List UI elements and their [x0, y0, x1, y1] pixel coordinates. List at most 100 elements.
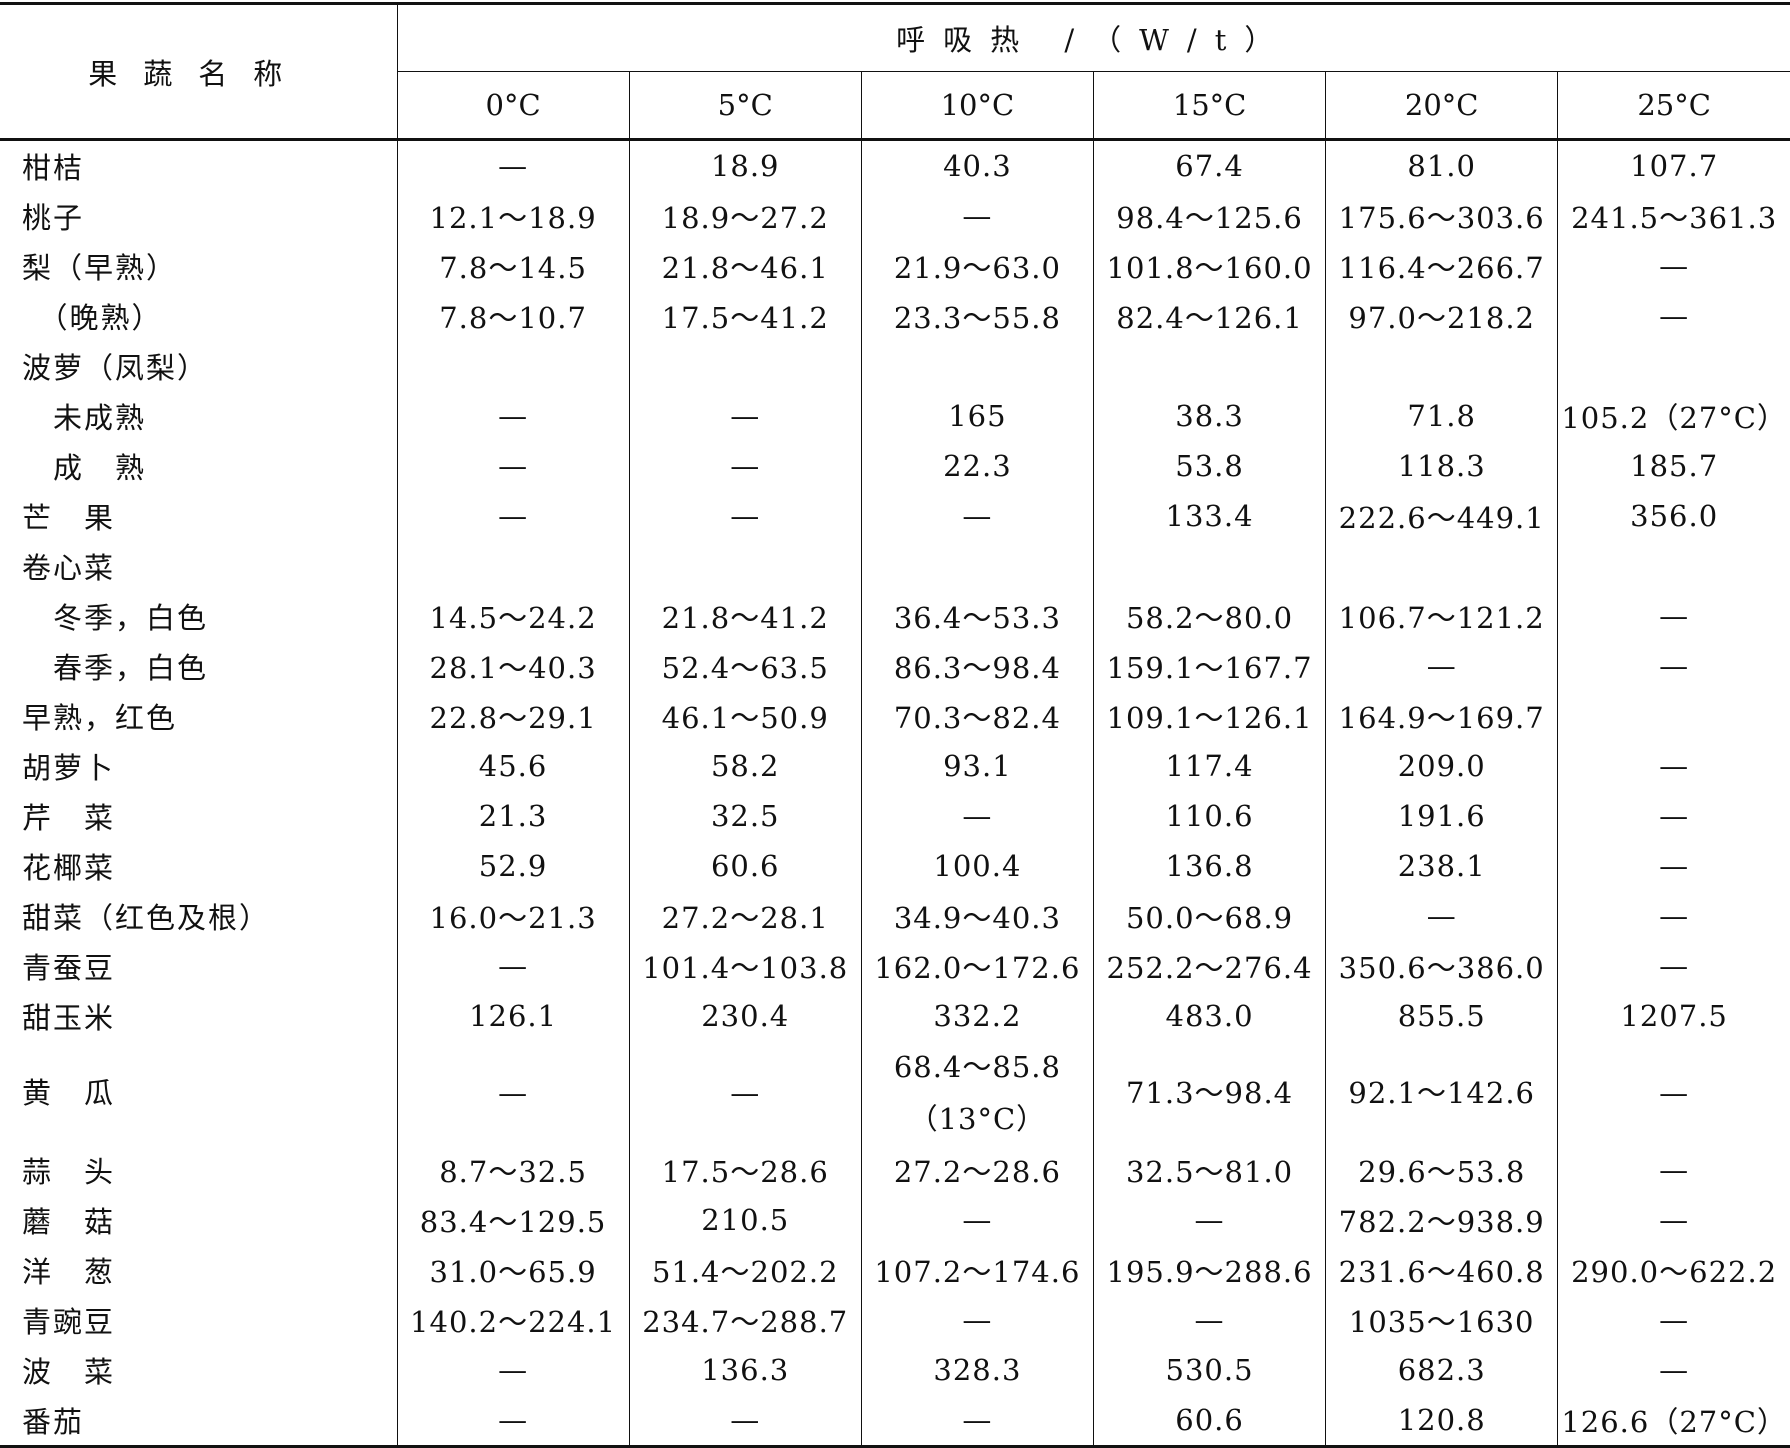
- table-row: 甜菜（红色及根） 16.0～21.3 27.2～28.1 34.9～40.3 50.0～…: [0, 891, 1790, 941]
- produce-name-cell: 蒜 头: [0, 1145, 398, 1195]
- produce-name-cell: 桃子: [0, 191, 398, 241]
- heat-value-cell: 682.3: [1325, 1345, 1559, 1395]
- heat-value-cell: 50.0～68.9: [1093, 891, 1327, 941]
- respiration-heat-header: 呼吸热 /（W/t）: [397, 3, 1790, 72]
- header-row-2: 0°C 5°C 10°C 15°C 20°C 25°C: [0, 71, 1790, 141]
- produce-name-cell: （晚熟）: [0, 291, 398, 341]
- produce-name-cell: 梨（早熟）: [0, 241, 398, 291]
- heat-value-cell: 117.4: [1093, 741, 1327, 791]
- header-row-1: 果蔬名称 呼吸热 /（W/t）: [0, 3, 1790, 141]
- heat-value-cell: 1207.5: [1620, 999, 1728, 1033]
- heat-value-cell: 222.6～449.1: [1325, 491, 1559, 541]
- heat-value-cell: 29.6～53.8: [1325, 1145, 1559, 1195]
- heat-value-cell: 185.7: [1630, 449, 1719, 483]
- heat-value-cell: —: [1659, 899, 1690, 933]
- produce-name-cell: 芒 果: [0, 491, 398, 541]
- temp-header-0: 0°C: [397, 71, 630, 141]
- table-row: 波萝（凤梨）: [0, 341, 1790, 391]
- heat-value-cell: 350.6～386.0: [1325, 941, 1559, 991]
- heat-value-cell: —: [629, 391, 862, 441]
- temp-header-20: 20°C: [1325, 71, 1559, 141]
- table-row: 番茄 — — —60.6 120.8 126.6（27°C）: [0, 1395, 1790, 1447]
- heat-value-cell: 209.0: [1325, 741, 1559, 791]
- heat-value-cell: 105.2（27°C）: [1561, 401, 1787, 435]
- heat-value-cell: 8.7～32.5: [397, 1145, 630, 1195]
- heat-value-cell: —: [629, 441, 862, 491]
- heat-value-cell: [397, 541, 630, 591]
- heat-value-cell: 60.6: [1093, 1395, 1327, 1447]
- heat-value-cell: 86.3～98.4: [861, 641, 1094, 691]
- table-row: 桃子 12.1～18.9 18.9～27.2—98.4～125.6 175.6～303…: [0, 191, 1790, 241]
- heat-value-cell: 32.5～81.0: [1093, 1145, 1327, 1195]
- heat-value-cell: —: [1659, 949, 1690, 983]
- heat-value-cell: 110.6: [1093, 791, 1327, 841]
- heat-value-cell: —: [397, 1345, 630, 1395]
- heat-value-cell: —: [1659, 1353, 1690, 1387]
- produce-name-cell: 成 熟: [0, 441, 398, 491]
- heat-value-cell: 51.4～202.2: [629, 1245, 862, 1295]
- table-row: 成 熟 — —22.3 53.8 118.3 185.7: [0, 441, 1790, 491]
- heat-value-cell: 16.0～21.3: [397, 891, 630, 941]
- heat-value-cell: 23.3～55.8: [861, 291, 1094, 341]
- heat-value-cell: [1325, 341, 1559, 391]
- heat-value-cell: —: [1659, 299, 1690, 333]
- heat-value-cell: —: [1659, 1303, 1690, 1337]
- heat-value-cell: 109.1～126.1: [1093, 691, 1327, 741]
- heat-value-cell: 100.4: [861, 841, 1094, 891]
- heat-value-cell: 97.0～218.2: [1325, 291, 1559, 341]
- temp-header-25: 25°C: [1557, 71, 1790, 141]
- produce-name-cell: 青豌豆: [0, 1295, 398, 1345]
- heat-value-cell: 81.0: [1325, 139, 1559, 191]
- heat-value-cell: 483.0: [1093, 991, 1327, 1041]
- table-row: 蒜 头 8.7～32.5 17.5～28.6 27.2～28.6 32.5～81.0 29…: [0, 1145, 1790, 1195]
- heat-value-cell: 68.4～85.8 （13°C）: [861, 1041, 1094, 1145]
- heat-value-cell: 106.7～121.2: [1325, 591, 1559, 641]
- heat-value-cell: 53.8: [1093, 441, 1327, 491]
- produce-name-cell: 卷心菜: [0, 541, 398, 591]
- heat-value-cell: 38.3: [1093, 391, 1327, 441]
- table-row: 芹 菜 21.3 32.5—110.6 191.6—: [0, 791, 1790, 841]
- heat-value-cell: —: [861, 191, 1094, 241]
- heat-value-cell: —: [1325, 891, 1559, 941]
- heat-value-cell: —: [861, 1395, 1094, 1447]
- heat-value-cell: 332.2: [861, 991, 1094, 1041]
- table-row: 早熟，红色 22.8～29.1 46.1～50.9 70.3～82.4 109.1～12…: [0, 691, 1790, 741]
- produce-name-cell: 早熟，红色: [0, 691, 398, 741]
- heat-value-cell: 782.2～938.9: [1325, 1195, 1559, 1245]
- heat-value-cell: —: [629, 1041, 862, 1145]
- heat-value-cell: —: [397, 941, 630, 991]
- heat-value-cell: [1558, 691, 1790, 741]
- heat-value-cell: 126.6（27°C）: [1561, 1405, 1787, 1439]
- heat-value-cell: 1035～1630: [1325, 1295, 1559, 1345]
- heat-value-cell: 21.8～46.1: [629, 241, 862, 291]
- heat-value-cell: 17.5～28.6: [629, 1145, 862, 1195]
- table-row: 甜玉米 126.1 230.4 332.2 483.0 855.5 1207.5: [0, 991, 1790, 1041]
- heat-value-cell: 52.9: [397, 841, 630, 891]
- heat-value-cell: 27.2～28.6: [861, 1145, 1094, 1195]
- heat-value-cell: —: [397, 139, 630, 191]
- heat-value-cell: 52.4～63.5: [629, 641, 862, 691]
- heat-value-cell: 27.2～28.1: [629, 891, 862, 941]
- heat-value-cell: 21.8～41.2: [629, 591, 862, 641]
- table-row: 蘑 菇 83.4～129.5 210.5— —782.2～938.9—: [0, 1195, 1790, 1245]
- heat-value-cell: —: [1659, 1153, 1690, 1187]
- heat-value-cell: 31.0～65.9: [397, 1245, 630, 1295]
- produce-name-cell: 番茄: [0, 1395, 398, 1447]
- heat-value-cell: 32.5: [629, 791, 862, 841]
- table-row: 芒 果 — — —133.4 222.6～449.1 356.0: [0, 491, 1790, 541]
- heat-value-cell: 164.9～169.7: [1325, 691, 1559, 741]
- heat-value-cell: 234.7～288.7: [629, 1295, 862, 1345]
- heat-value-cell: —: [629, 1395, 862, 1447]
- heat-value-cell: —: [1659, 1076, 1690, 1110]
- heat-value-cell: 17.5～41.2: [629, 291, 862, 341]
- heat-value-cell: 14.5～24.2: [397, 591, 630, 641]
- name-column-header: 果蔬名称: [0, 3, 398, 141]
- heat-value-cell: —: [1659, 599, 1690, 633]
- heat-value-cell: 40.3: [861, 139, 1094, 191]
- heat-value-cell: —: [629, 491, 862, 541]
- table-body: 柑桔 —18.9 40.3 67.4 81.0 107.7 桃子 12.1～18.9 18.9～…: [0, 139, 1790, 1447]
- heat-value-cell: 140.2～224.1: [397, 1295, 630, 1345]
- heat-value-cell: 175.6～303.6: [1325, 191, 1559, 241]
- table-row: 青豌豆 140.2～224.1 234.7～288.7— —1035～1630—: [0, 1295, 1790, 1345]
- heat-value-cell: 290.0～622.2: [1571, 1255, 1778, 1289]
